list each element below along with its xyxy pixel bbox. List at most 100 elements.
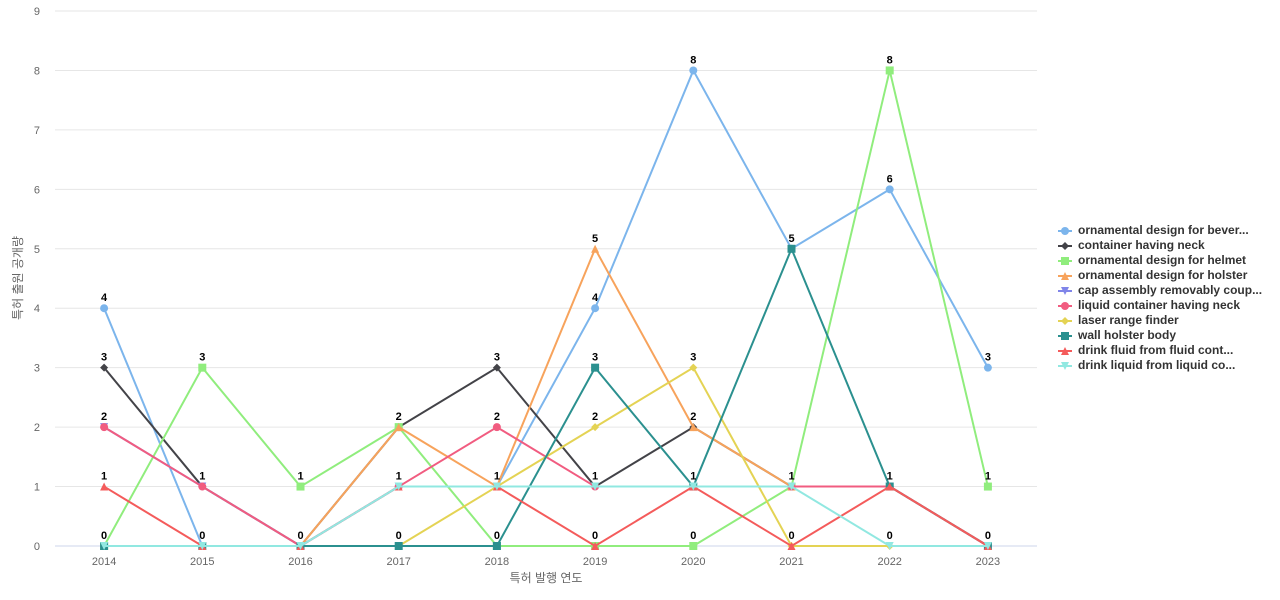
value-label: 1: [690, 471, 696, 483]
point: [885, 542, 894, 550]
value-label: 3: [592, 352, 598, 364]
point: [787, 244, 796, 253]
point: [689, 423, 698, 432]
x-tick-label: 2014: [92, 556, 116, 568]
point: [198, 542, 207, 550]
value-label: 0: [788, 530, 794, 542]
series-line: [103, 70, 989, 547]
legend-symbol: [1061, 347, 1069, 355]
value-label: 0: [101, 530, 107, 542]
point: [100, 542, 109, 550]
value-label: 0: [887, 530, 893, 542]
value-label: 1: [297, 471, 303, 483]
y-tick-label: 0: [34, 541, 40, 553]
point: [885, 482, 894, 491]
value-label: 2: [396, 411, 402, 423]
point: [885, 66, 894, 75]
point: [198, 482, 207, 491]
point: [198, 363, 207, 372]
value-label: 3: [985, 352, 991, 364]
y-tick-label: 9: [34, 6, 40, 18]
point: [394, 423, 403, 432]
x-axis-title: 특허 발행 연도: [510, 570, 583, 585]
x-tick-label: 2017: [386, 556, 410, 568]
value-label: 1: [396, 471, 402, 483]
point: [492, 542, 501, 550]
legend-label: wall holster body: [1077, 328, 1176, 342]
legend-symbol: [1061, 227, 1069, 235]
point: [689, 363, 698, 372]
value-label: 1: [985, 471, 991, 483]
value-label: 8: [690, 54, 696, 66]
value-label: 0: [199, 530, 205, 542]
y-tick-label: 6: [34, 184, 40, 196]
legend-label: laser range finder: [1078, 313, 1179, 327]
value-label: 3: [494, 352, 500, 364]
point: [689, 66, 698, 75]
point: [983, 482, 992, 491]
point: [100, 423, 109, 432]
legend-symbol: [1061, 362, 1069, 370]
series: [100, 482, 992, 550]
y-tick-label: 4: [34, 303, 40, 315]
legend-label: ornamental design for holster: [1078, 268, 1248, 282]
y-tick-label: 8: [34, 65, 40, 77]
series: [100, 482, 992, 550]
y-tick-label: 2: [34, 422, 40, 434]
point: [1061, 242, 1069, 250]
legend-symbol: [1061, 272, 1069, 280]
x-tick-label: 2016: [288, 556, 312, 568]
y-axis-title: 특허 출원 공개량: [11, 236, 25, 320]
legend-label: cap assembly removably coup...: [1078, 283, 1262, 297]
legend-label: ornamental design for helmet: [1078, 253, 1246, 267]
point: [1061, 362, 1069, 370]
point: [787, 482, 796, 491]
legend-symbol: [1061, 302, 1069, 310]
value-label: 6: [887, 173, 893, 185]
legend-symbol: [1061, 242, 1069, 250]
value-label: 5: [592, 233, 598, 245]
point: [100, 304, 109, 313]
value-label: 0: [297, 530, 303, 542]
value-label: 2: [494, 411, 500, 423]
value-label: 1: [592, 471, 598, 483]
point: [591, 244, 600, 253]
legend-label: drink fluid from fluid cont...: [1078, 343, 1233, 357]
y-tick-label: 3: [34, 363, 40, 375]
point: [591, 363, 600, 372]
x-tick-label: 2019: [583, 556, 607, 568]
legend-label: liquid container having neck: [1078, 298, 1240, 312]
point: [1061, 317, 1069, 325]
point: [1061, 347, 1069, 355]
x-tick-label: 2018: [485, 556, 509, 568]
series-line: [104, 485, 988, 547]
point: [591, 304, 600, 313]
point: [983, 363, 992, 372]
point: [100, 363, 109, 372]
value-label: 4: [592, 292, 599, 304]
point: [492, 423, 501, 432]
x-tick-label: 2023: [976, 556, 1000, 568]
point: [983, 542, 992, 550]
legend-symbol: [1061, 257, 1069, 265]
value-label: 3: [199, 352, 205, 364]
x-tick-label: 2015: [190, 556, 214, 568]
value-label: 0: [396, 530, 402, 542]
value-label: 1: [101, 471, 107, 483]
point: [100, 482, 109, 491]
point: [1061, 227, 1069, 235]
point: [296, 482, 305, 491]
point: [591, 482, 600, 491]
value-label: 1: [494, 471, 500, 483]
point: [885, 185, 894, 194]
point: [1061, 287, 1069, 295]
value-label: 0: [690, 530, 696, 542]
value-label: 2: [101, 411, 107, 423]
point: [689, 542, 698, 550]
point: [1061, 302, 1069, 310]
point: [296, 542, 305, 550]
x-tick-label: 2022: [877, 556, 901, 568]
point: [1061, 332, 1069, 340]
point: [1061, 272, 1069, 280]
